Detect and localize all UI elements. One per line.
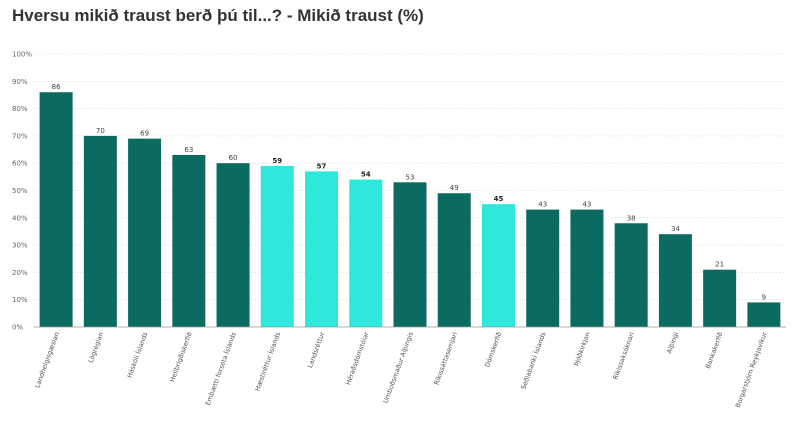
data-label: 49: [450, 184, 459, 192]
bar: [393, 182, 427, 327]
y-tick-label: 60%: [12, 160, 28, 168]
data-label: 34: [671, 225, 680, 233]
data-label: 38: [627, 214, 636, 222]
category-labels: Landhelgisgæslan Lögreglan Háskóli Íslands…: [33, 330, 769, 409]
bar: [349, 179, 383, 327]
bar: [305, 171, 339, 327]
category-label: Umboðsmaður Alþingis: [382, 330, 415, 404]
data-label: 59: [272, 157, 282, 165]
bar: [703, 269, 737, 327]
category-label: Ríkissáttasemjari: [433, 331, 460, 386]
category-label: Seðlabanki Íslands: [518, 330, 547, 390]
category-label: Dómskerfið: [483, 331, 503, 369]
category-label: Alþingi: [665, 331, 680, 355]
data-label: 9: [762, 293, 766, 301]
y-tick-label: 50%: [12, 187, 28, 195]
data-label: 43: [538, 201, 547, 209]
y-tick-label: 10%: [12, 296, 28, 304]
bar: [658, 234, 692, 327]
data-labels: 86 70 69 63 60 59 57 54 53 49 45 43 43 38 34 21 9: [52, 83, 766, 301]
y-tick-label: 90%: [12, 78, 28, 86]
data-label: 69: [140, 130, 149, 138]
category-label: Borgarstjórn Reykjavíkur: [734, 331, 769, 409]
bar: [526, 209, 560, 327]
y-tick-label: 70%: [12, 132, 28, 140]
bar: [260, 165, 294, 327]
bars: [39, 92, 781, 327]
data-label: 70: [96, 127, 105, 135]
bar: [747, 302, 781, 327]
bar: [128, 138, 162, 327]
bar: [172, 155, 206, 327]
bar: [216, 163, 250, 327]
category-label: Lögreglan: [87, 331, 106, 364]
category-label: Embætti forseta Íslands: [203, 330, 238, 407]
y-tick-label: 30%: [12, 242, 28, 250]
data-label: 45: [494, 195, 504, 203]
data-label: 21: [715, 261, 724, 269]
y-tick-label: 100%: [12, 51, 32, 59]
data-label: 54: [361, 171, 371, 179]
data-label: 43: [582, 201, 591, 209]
chart-title: Hversu mikið traust berð þú til...? - Mi…: [12, 6, 424, 25]
y-tick-label: 80%: [12, 105, 28, 113]
category-label: Landsréttur: [306, 331, 327, 369]
bar: [570, 209, 604, 327]
y-tick-label: 0%: [12, 324, 23, 332]
category-label: Héraðsdómstólar: [344, 331, 371, 386]
category-label: Háskóli Íslands: [125, 330, 150, 379]
y-axis-ticks: 0% 10% 20% 30% 40% 50% 60% 70% 80% 90% 100%: [12, 51, 32, 332]
y-tick-label: 20%: [12, 269, 28, 277]
category-label: Hæstiréttur Íslands: [252, 330, 282, 392]
data-label: 57: [317, 162, 327, 170]
bar: [39, 92, 73, 327]
category-label: Bankakerfið: [704, 331, 725, 370]
data-label: 86: [52, 83, 61, 91]
category-label: Þjóðkirkjan: [572, 331, 592, 367]
y-tick-label: 40%: [12, 214, 28, 222]
category-label: Ríkissaksóknari: [611, 331, 636, 381]
data-label: 60: [229, 154, 238, 162]
category-label: Landhelgisgæslan: [33, 331, 61, 389]
bar: [614, 223, 648, 327]
bar: [437, 193, 471, 327]
data-label: 53: [406, 173, 415, 181]
category-label: Heilbrigðiskerfið: [168, 331, 194, 383]
bar: [481, 204, 515, 327]
data-label: 63: [184, 146, 193, 154]
bar: [83, 135, 117, 327]
